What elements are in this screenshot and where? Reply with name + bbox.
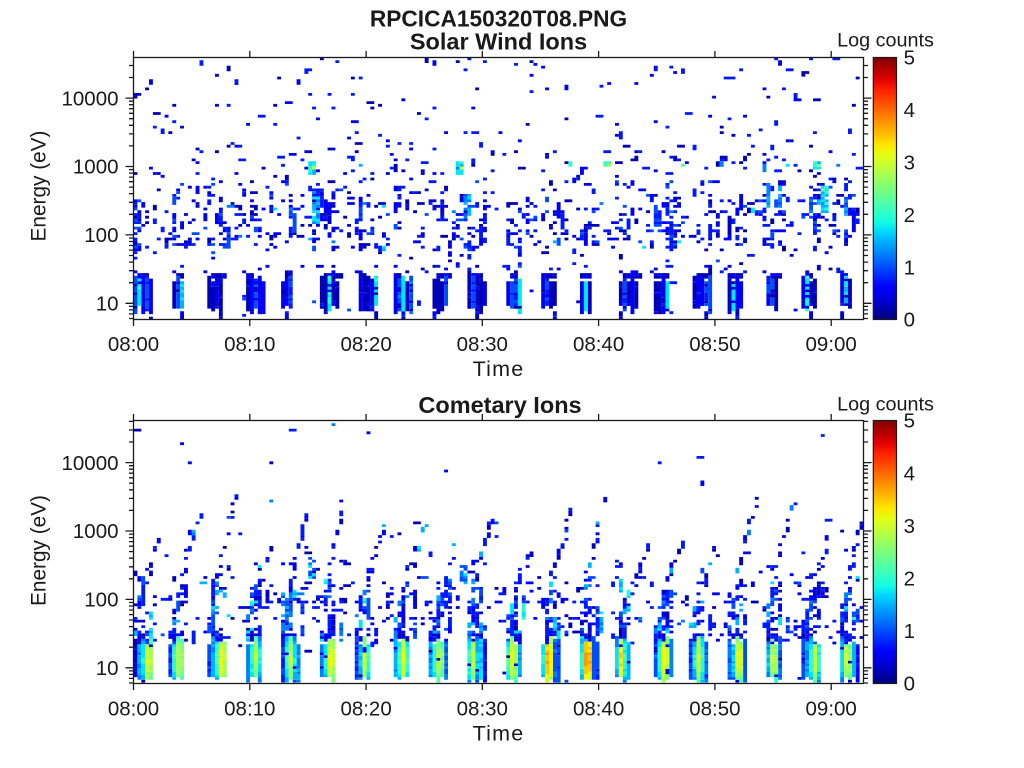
svg-text:10: 10 [96,657,119,680]
svg-text:Log counts: Log counts [837,394,934,416]
svg-text:08:20: 08:20 [340,333,391,356]
svg-text:1: 1 [904,256,915,279]
svg-text:08:00: 08:00 [108,333,159,356]
svg-text:08:20: 08:20 [340,697,391,720]
svg-text:100: 100 [84,589,118,612]
svg-text:Energy (eV): Energy (eV) [28,495,51,606]
svg-text:08:00: 08:00 [108,697,159,720]
svg-text:3: 3 [904,152,915,175]
svg-text:100: 100 [84,224,118,247]
svg-text:10000: 10000 [61,87,118,110]
svg-text:Energy (eV): Energy (eV) [28,131,51,242]
svg-text:08:10: 08:10 [224,697,275,720]
svg-text:2: 2 [904,204,915,227]
svg-text:3: 3 [904,515,915,538]
svg-text:0: 0 [904,673,915,696]
svg-text:1000: 1000 [73,156,119,179]
svg-text:Log counts: Log counts [837,30,934,52]
svg-text:08:40: 08:40 [573,697,624,720]
svg-text:Cometary Ions: Cometary Ions [418,392,581,418]
svg-text:09:00: 09:00 [806,697,857,720]
svg-text:08:50: 08:50 [689,333,740,356]
svg-text:4: 4 [904,99,915,122]
svg-text:08:40: 08:40 [573,333,624,356]
svg-text:10000: 10000 [61,452,118,475]
svg-text:1000: 1000 [73,520,119,543]
svg-text:08:50: 08:50 [689,697,740,720]
svg-text:5: 5 [904,410,915,433]
svg-text:Solar Wind Ions: Solar Wind Ions [410,29,587,55]
svg-text:08:30: 08:30 [457,697,508,720]
svg-text:Time: Time [473,721,525,745]
svg-text:09:00: 09:00 [806,333,857,356]
svg-text:RPCICA150320T08.PNG: RPCICA150320T08.PNG [370,6,627,32]
svg-text:0: 0 [904,309,915,332]
svg-text:5: 5 [904,47,915,70]
svg-text:2: 2 [904,568,915,591]
svg-text:08:30: 08:30 [457,333,508,356]
svg-text:10: 10 [96,293,119,316]
svg-text:1: 1 [904,620,915,643]
svg-text:08:10: 08:10 [224,333,275,356]
svg-text:Time: Time [473,357,525,381]
svg-text:4: 4 [904,462,915,485]
